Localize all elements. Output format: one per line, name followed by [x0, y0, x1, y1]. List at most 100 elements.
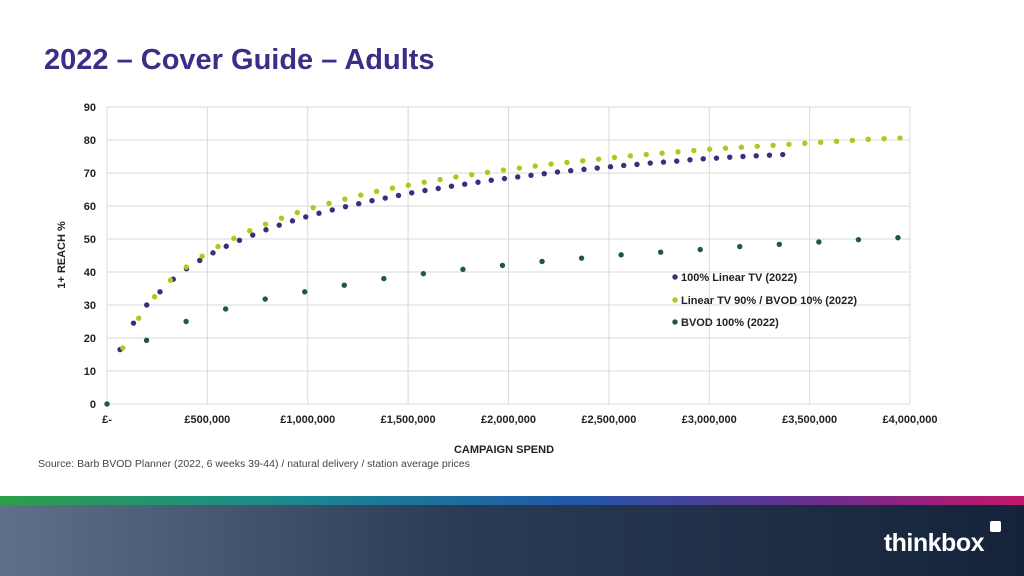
data-point — [697, 246, 703, 253]
y-tick-label: 60 — [84, 201, 96, 213]
data-point — [369, 198, 375, 204]
data-point — [143, 337, 150, 344]
data-point — [855, 236, 862, 243]
page-title: 2022 – Cover Guide – Adults — [44, 44, 435, 76]
data-point — [501, 175, 508, 182]
data-point — [740, 153, 746, 160]
data-point — [675, 149, 681, 155]
data-point — [302, 289, 308, 295]
grid — [106, 106, 911, 405]
data-point — [611, 154, 618, 161]
data-point — [706, 146, 713, 152]
data-point — [499, 262, 506, 269]
data-point — [278, 215, 285, 221]
data-point — [737, 243, 743, 250]
data-point — [647, 160, 653, 166]
gradient-divider — [0, 496, 1024, 505]
legend-marker — [672, 319, 678, 325]
data-point — [849, 137, 856, 144]
x-axis-label: CAMPAIGN SPEND — [454, 444, 554, 456]
data-point — [580, 158, 586, 164]
reach-chart: 0 10 20 30 40 50 60 70 80 90 £- £500,000 £1,000,000… — [56, 102, 938, 456]
data-point — [713, 155, 720, 161]
legend-label: BVOD 100% (2022) — [681, 317, 779, 329]
data-point — [469, 171, 475, 178]
data-point — [738, 144, 745, 150]
data-point — [516, 165, 523, 171]
data-point — [157, 289, 163, 295]
data-point — [236, 237, 243, 244]
data-point — [316, 210, 322, 216]
footer-band — [0, 505, 1024, 576]
data-point — [564, 159, 570, 166]
y-tick-label: 80 — [84, 135, 96, 147]
legend-marker — [672, 274, 678, 280]
data-point — [578, 255, 585, 261]
data-point — [581, 166, 587, 173]
data-point — [130, 320, 137, 326]
data-point — [395, 192, 402, 199]
data-point — [627, 153, 634, 159]
x-tick-label: £2,500,000 — [581, 414, 636, 426]
data-point — [770, 142, 776, 148]
data-point — [515, 174, 521, 180]
data-point — [727, 154, 733, 160]
data-point — [660, 159, 667, 165]
data-point — [532, 163, 538, 169]
data-point — [151, 294, 158, 300]
data-point — [310, 204, 316, 211]
data-point — [754, 143, 760, 149]
data-point — [222, 306, 229, 312]
data-point — [687, 157, 693, 163]
data-point — [422, 187, 428, 194]
x-tick-label: £1,000,000 — [280, 414, 335, 426]
data-point — [460, 266, 466, 273]
data-point — [554, 169, 561, 175]
data-point — [484, 169, 491, 176]
y-tick-label: 40 — [84, 267, 96, 279]
data-point — [568, 167, 574, 174]
data-point — [895, 234, 901, 241]
data-point — [262, 221, 269, 227]
data-point — [786, 141, 792, 147]
data-point — [488, 177, 494, 183]
y-tick-label: 10 — [84, 366, 96, 378]
legend: 100% Linear TV (2022) Linear TV 90% / BVO… — [672, 272, 857, 329]
data-point — [657, 249, 664, 255]
data-point — [618, 252, 624, 258]
data-point — [136, 315, 142, 321]
data-point — [897, 135, 903, 141]
data-point — [276, 222, 282, 228]
data-point — [341, 282, 347, 288]
data-point — [594, 165, 600, 171]
source-note: Source: Barb BVOD Planner (2022, 6 weeks… — [38, 458, 470, 470]
thinkbox-logo: thinkbox — [883, 529, 985, 557]
data-point — [462, 181, 468, 187]
data-point — [881, 135, 887, 142]
legend-label: 100% Linear TV (2022) — [681, 272, 798, 284]
y-tick-label: 30 — [84, 300, 96, 312]
y-tick-label: 70 — [84, 168, 96, 180]
data-point — [247, 228, 253, 234]
data-point — [294, 209, 301, 216]
data-point — [691, 147, 697, 154]
data-point — [381, 275, 387, 282]
y-tick-label: 20 — [84, 333, 96, 345]
data-point — [700, 156, 706, 162]
x-tick-label: £3,500,000 — [782, 414, 837, 426]
data-point — [199, 253, 205, 259]
data-point — [104, 401, 110, 407]
data-point — [405, 182, 412, 188]
data-point — [674, 158, 680, 164]
data-point — [541, 170, 547, 177]
data-point — [780, 151, 786, 158]
data-point — [223, 243, 229, 249]
data-point — [197, 257, 203, 264]
x-tick-label: £4,000,000 — [882, 414, 937, 426]
data-point — [722, 145, 729, 151]
data-point — [802, 140, 808, 146]
data-point — [250, 232, 256, 238]
data-point — [356, 200, 362, 207]
data-point — [475, 179, 481, 185]
data-point — [263, 227, 269, 233]
